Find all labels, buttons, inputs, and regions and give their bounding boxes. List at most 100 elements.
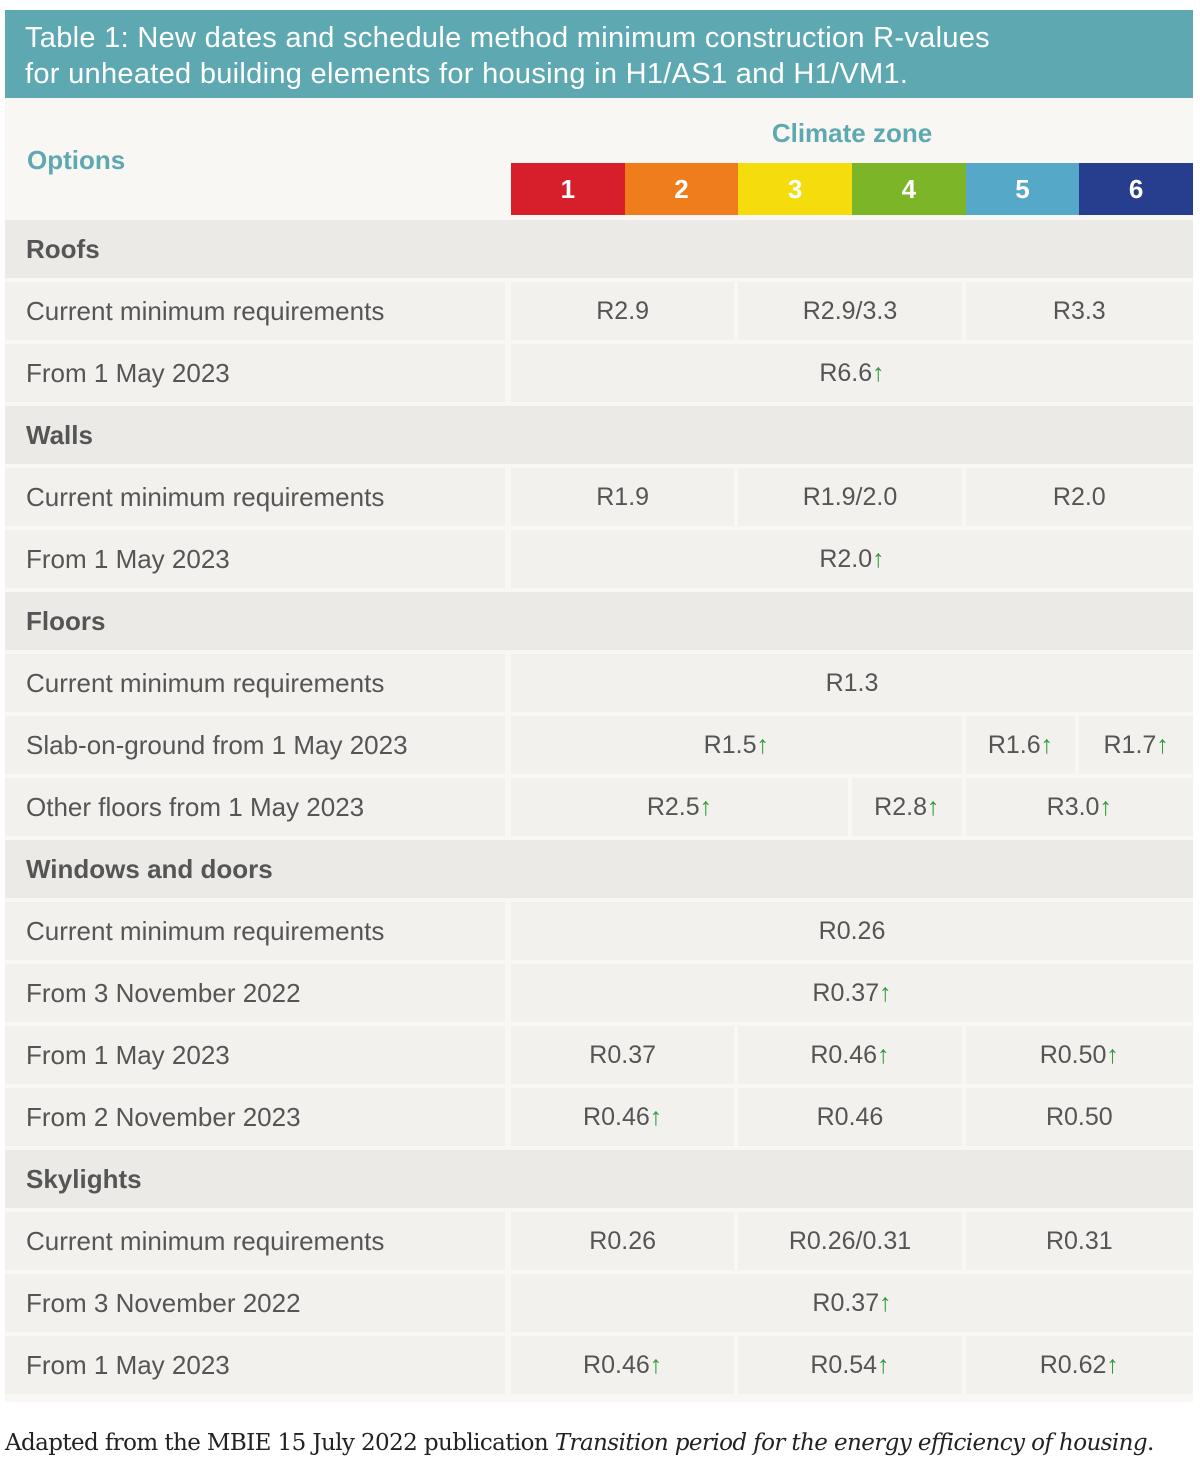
- row-label: From 3 November 2022: [5, 964, 505, 1022]
- value-cell: R0.37: [511, 1026, 735, 1084]
- value-text: R0.26: [818, 916, 886, 945]
- value-cell: R0.26/0.31: [738, 1212, 962, 1270]
- section-header: Roofs: [5, 220, 1193, 278]
- value-cell: R0.37 ↑: [511, 964, 1193, 1022]
- increase-arrow: ↑: [877, 1350, 890, 1379]
- value-cell: R0.26: [511, 1212, 735, 1270]
- value-text: R1.6: [987, 730, 1041, 759]
- increase-arrow: ↑: [872, 544, 885, 573]
- value-text: R0.26/0.31: [788, 1226, 912, 1255]
- value-cell: R1.6 ↑: [965, 716, 1076, 774]
- value-cell: R2.9/3.3: [738, 282, 962, 340]
- value-text: R0.37: [812, 978, 880, 1007]
- value-cell: R0.46 ↑: [511, 1088, 735, 1146]
- climate-zone: 4: [852, 163, 966, 215]
- value-cell: R2.9: [511, 282, 735, 340]
- value-text: R0.26: [589, 1226, 657, 1255]
- row-label: From 1 May 2023: [5, 344, 505, 402]
- value-text: R2.8: [874, 792, 927, 821]
- value-cell: R1.5 ↑: [511, 716, 962, 774]
- caption: Adapted from the MBIE 15 July 2022 publi…: [5, 1430, 1154, 1456]
- increase-arrow: ↑: [756, 730, 769, 759]
- row-label: Current minimum requirements: [5, 1212, 505, 1270]
- value-text: R6.6: [819, 358, 873, 387]
- value-cell: R0.46 ↑: [511, 1336, 735, 1394]
- value-text: R0.62: [1039, 1350, 1107, 1379]
- climate-zone: 3: [738, 163, 852, 215]
- value-text: R2.0: [819, 544, 873, 573]
- value-text: R2.9: [596, 296, 650, 325]
- value-cell: R2.5 ↑: [511, 778, 848, 836]
- row-label: From 1 May 2023: [5, 530, 505, 588]
- section-header: Walls: [5, 406, 1193, 464]
- value-text: R0.46: [810, 1040, 878, 1069]
- increase-arrow: ↑: [1106, 1040, 1119, 1069]
- row-label: From 2 November 2023: [5, 1088, 505, 1146]
- value-cell: R1.9: [511, 468, 735, 526]
- value-cell: R6.6 ↑: [511, 344, 1193, 402]
- title-line: Table 1: New dates and schedule method m…: [25, 22, 990, 54]
- increase-arrow: ↑: [649, 1350, 663, 1379]
- value-cell: R0.54 ↑: [738, 1336, 962, 1394]
- value-text: R2.9/3.3: [802, 296, 898, 325]
- value-text: R0.37: [589, 1040, 657, 1069]
- value-cell: R1.9/2.0: [738, 468, 962, 526]
- row-label: Other floors from 1 May 2023: [5, 778, 505, 836]
- value-cell: R0.31: [965, 1212, 1193, 1270]
- value-text: R1.7: [1103, 730, 1157, 759]
- row-label: Current minimum requirements: [5, 902, 505, 960]
- value-cell: R3.3: [965, 282, 1193, 340]
- value-text: R1.3: [825, 668, 879, 697]
- value-text: R0.46: [816, 1102, 884, 1131]
- value-cell: R2.0 ↑: [511, 530, 1193, 588]
- row-label: Slab-on-ground from 1 May 2023: [5, 716, 505, 774]
- value-text: R3.3: [1052, 296, 1106, 325]
- increase-arrow: ↑: [1156, 730, 1169, 759]
- value-cell: R0.46 ↑: [738, 1026, 962, 1084]
- value-text: R0.31: [1045, 1226, 1113, 1255]
- section-header: Windows and doors: [5, 840, 1193, 898]
- increase-arrow: ↑: [926, 792, 940, 821]
- value-cell: R0.50: [965, 1088, 1193, 1146]
- value-text: R3.0: [1046, 792, 1100, 821]
- value-text: R0.46: [583, 1350, 650, 1379]
- climate-zone: 6: [1079, 163, 1193, 215]
- climate-zone-header: Climate zone: [771, 118, 933, 148]
- value-text: R1.5: [703, 730, 757, 759]
- value-text: R0.50: [1039, 1040, 1107, 1069]
- table-title: Table 1: New dates and schedule method m…: [5, 10, 1193, 98]
- value-cell: R3.0 ↑: [965, 778, 1193, 836]
- row-label: From 1 May 2023: [5, 1336, 505, 1394]
- section-header: Floors: [5, 592, 1193, 650]
- row-label: From 3 November 2022: [5, 1274, 505, 1332]
- caption-text: Adapted from the MBIE 15 July 2022 publi…: [5, 1430, 555, 1456]
- value-text: R1.9: [596, 482, 650, 511]
- increase-arrow: ↑: [1040, 730, 1054, 759]
- value-text: R1.9/2.0: [802, 482, 898, 511]
- value-text: R0.50: [1045, 1102, 1113, 1131]
- climate-zone: 1: [511, 163, 625, 215]
- climate-zone: 2: [624, 163, 739, 215]
- value-cell: R0.62 ↑: [965, 1336, 1193, 1394]
- increase-arrow: ↑: [879, 1288, 892, 1317]
- value-cell: R2.0: [965, 468, 1193, 526]
- value-text: R0.37: [812, 1288, 880, 1317]
- increase-arrow: ↑: [877, 1040, 890, 1069]
- value-cell: R1.3: [511, 654, 1193, 712]
- value-cell: R0.37 ↑: [511, 1274, 1193, 1332]
- value-text: R2.5: [646, 792, 700, 821]
- caption-end: .: [1146, 1430, 1154, 1456]
- increase-arrow: ↑: [879, 978, 892, 1007]
- value-text: R0.46: [583, 1102, 650, 1131]
- value-cell: R2.8 ↑: [852, 778, 962, 836]
- climate-zone: 5: [965, 163, 1080, 215]
- section-header: Skylights: [5, 1150, 1193, 1208]
- value-cell: R0.50 ↑: [965, 1026, 1193, 1084]
- value-text: R2.0: [1052, 482, 1106, 511]
- caption-title: Transition period for the energy efficie…: [554, 1430, 1148, 1456]
- increase-arrow: ↑: [649, 1102, 663, 1131]
- value-cell: R0.26: [511, 902, 1193, 960]
- row-label: Current minimum requirements: [5, 468, 505, 526]
- value-text: R0.54: [810, 1350, 878, 1379]
